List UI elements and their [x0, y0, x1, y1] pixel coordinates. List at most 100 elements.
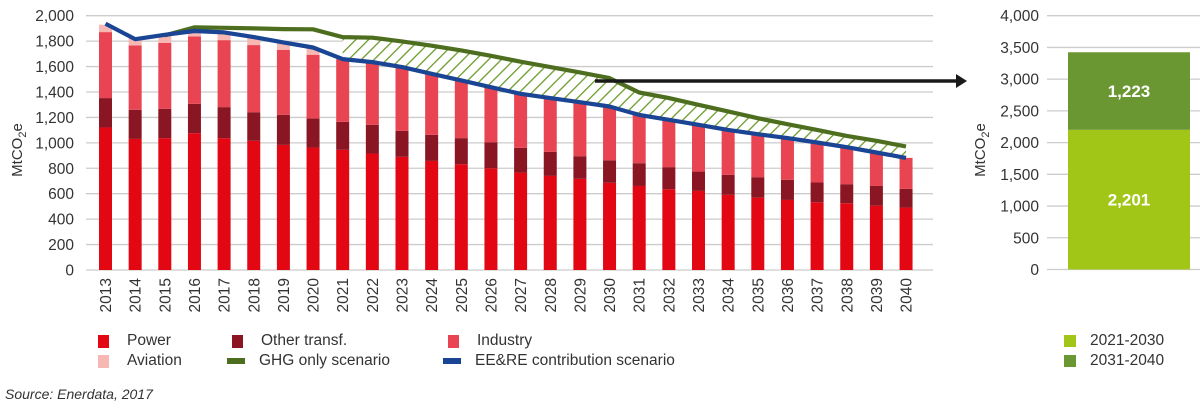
x-tick-label: 2028 [543, 278, 560, 312]
bar-industry-2036 [780, 138, 794, 180]
legend-color-swatch [1064, 355, 1076, 367]
arrow-annotation [595, 74, 967, 88]
y-tick-label: 1,000 [35, 135, 74, 152]
legend-label: 2031-2040 [1090, 352, 1165, 369]
left-y-axis-title: MtCO2e [9, 123, 29, 177]
bar-industry-2027 [514, 93, 528, 148]
bar-aviation-2020 [306, 47, 320, 55]
x-tick-label: 2027 [513, 278, 530, 312]
bar-other-transf-2018 [247, 112, 261, 141]
legend-item: Aviation [98, 352, 182, 370]
bar-other-transf-2028 [543, 151, 557, 176]
bar-power-2040 [899, 207, 913, 270]
bar-power-2037 [810, 202, 824, 270]
legend-line-swatch [227, 358, 245, 364]
cumulative-stacked-bar: 2,201 1,223 [1068, 52, 1190, 270]
x-tick-label: 2040 [899, 278, 916, 313]
bar-power-2033 [692, 190, 705, 270]
y-tick-label: 1,400 [35, 84, 74, 101]
legend-item: 2021-2030 [1064, 332, 1164, 350]
bar-other-transf-2022 [365, 124, 379, 154]
bar-industry-2031 [632, 114, 646, 164]
bar-power-2029 [573, 178, 587, 270]
bar-industry-2035 [751, 134, 765, 178]
bar-industry-2034 [721, 129, 735, 175]
x-tick-label: 2038 [839, 278, 856, 312]
x-tick-label: 2015 [157, 278, 174, 312]
ee-re-contribution-scenario-line [104, 21, 907, 160]
x-tick-label: 2030 [602, 278, 619, 313]
bar-power-2038 [840, 203, 854, 270]
x-tick-label: 2039 [869, 278, 886, 312]
bar-power-2014 [128, 138, 142, 270]
bar-power-2027 [514, 172, 528, 270]
right-y-axis-title: MtCO2e [972, 123, 992, 177]
bar-other-transf-2025 [454, 138, 468, 165]
bar-industry-2040 [899, 157, 913, 189]
bar-other-transf-2032 [662, 167, 676, 190]
bar-industry-2020 [306, 54, 320, 119]
bar-aviation-2013 [99, 24, 112, 33]
bar-power-2032 [662, 189, 676, 270]
legend-item: Power [98, 332, 171, 350]
x-tick-label: 2023 [395, 278, 412, 312]
bar-power-2020 [306, 147, 320, 270]
x-tick-label: 2021 [335, 278, 352, 312]
bar-aviation-2017 [217, 32, 231, 41]
bar-other-transf-2016 [187, 103, 201, 134]
bar-other-transf-2035 [751, 177, 765, 198]
bar-power-2013 [99, 127, 112, 271]
bar-other-transf-2021 [336, 121, 350, 150]
bar-industry-2019 [276, 49, 290, 115]
y-tick-label: 3,000 [1000, 72, 1039, 89]
x-tick-label: 2037 [810, 278, 827, 312]
left-y-tick-labels: 0 200 400 600 800 1,000 1,200 1,400 1,600 1,800 2,… [35, 8, 74, 279]
x-tick-label: 2020 [306, 278, 323, 313]
bar-industry-2025 [454, 80, 468, 139]
bar-other-transf-2037 [810, 182, 824, 203]
bar-other-transf-2014 [128, 109, 142, 139]
y-tick-label: 2,000 [1000, 135, 1039, 152]
y-tick-label: 2,000 [35, 8, 74, 25]
bar-aviation-2018 [247, 37, 261, 46]
bar-power-2036 [780, 199, 794, 270]
legend-color-swatch [232, 334, 243, 348]
x-tick-label: 2013 [98, 278, 115, 312]
bar-power-2019 [276, 144, 290, 270]
bar-industry-2021 [336, 59, 350, 122]
x-tick-label: 2017 [217, 278, 234, 312]
legend-label: Industry [477, 332, 533, 349]
bar-other-transf-2013 [99, 98, 112, 128]
legend-label: EE&RE contribution scenario [475, 352, 675, 369]
bar-power-2025 [454, 164, 468, 270]
bar-other-transf-2038 [840, 184, 854, 204]
bar-other-transf-2036 [780, 179, 794, 200]
x-tick-label: 2033 [691, 278, 708, 312]
bar-industry-2029 [573, 102, 587, 157]
y-tick-label: 2,500 [1000, 103, 1039, 120]
bar-other-transf-2019 [276, 114, 290, 145]
legend-item: 2031-2040 [1064, 352, 1164, 370]
ghg-only-scenario-line [164, 25, 907, 149]
bar-power-2030 [603, 182, 617, 270]
legend-color-swatch [98, 334, 109, 348]
legend-label: 2021-2030 [1090, 332, 1165, 349]
x-tick-label: 2025 [454, 278, 471, 312]
bar-other-transf-2026 [484, 142, 498, 169]
legend-color-swatch [448, 334, 459, 348]
y-tick-label: 800 [48, 161, 74, 178]
stacked-bars [99, 24, 913, 271]
bar-power-2023 [395, 156, 409, 270]
bar-power-2021 [336, 149, 350, 270]
bar-value-label: 1,223 [1108, 82, 1151, 101]
arrow-head [956, 74, 967, 88]
bar-other-transf-2039 [869, 185, 883, 206]
bar-other-transf-2017 [217, 107, 231, 139]
bar-value-label: 2,201 [1108, 191, 1151, 210]
bar-power-2016 [187, 133, 201, 270]
bar-power-2034 [721, 194, 735, 270]
bar-power-2024 [425, 160, 439, 270]
bar-industry-2016 [187, 36, 201, 104]
bar-power-2026 [484, 168, 498, 270]
